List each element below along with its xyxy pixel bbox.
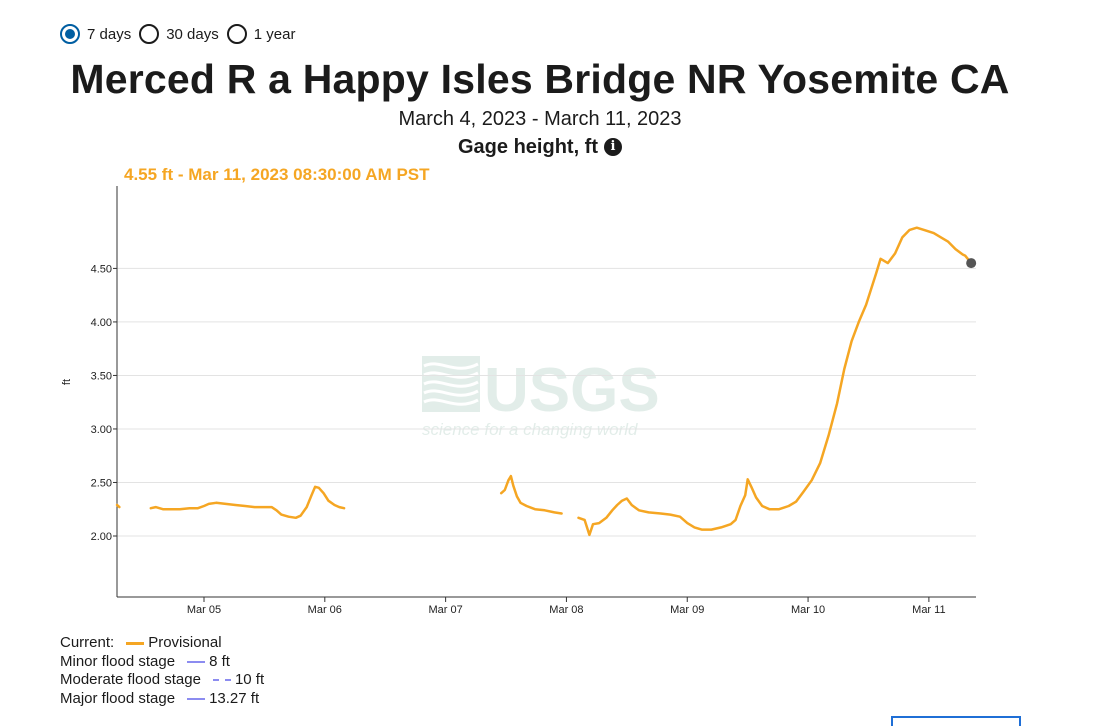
radio-1-year[interactable]: 1 year: [226, 24, 296, 44]
legend-moderate-flood-row: Moderate flood stage 10 ft: [60, 671, 264, 690]
usgs-watermark-text: USGS: [484, 356, 660, 425]
provisional-swatch-icon: [126, 641, 145, 645]
focus-outline: [891, 716, 1021, 726]
usgs-wave-icon: [423, 389, 479, 397]
hover-tooltip: 4.55 ft - Mar 11, 2023 08:30:00 AM PST: [124, 165, 430, 184]
legend-current-row: Current: Provisional: [60, 634, 264, 653]
x-tick-label: Mar 11: [912, 604, 945, 616]
y-tick-label: 2.00: [91, 531, 112, 543]
parameter-label: Gage height, ft: [458, 136, 598, 158]
radio-30-days[interactable]: 30 days: [139, 24, 219, 44]
radio-empty-icon[interactable]: [226, 24, 247, 44]
series-line-provisional: [499, 474, 563, 515]
x-tick-label: Mar 05: [187, 604, 221, 616]
radio-label-7-days: 7 days: [87, 25, 132, 43]
series-line-provisional: [149, 485, 346, 520]
legend-major-label: Major flood stage: [60, 689, 176, 707]
legend-major-value: 13.27 ft: [209, 689, 260, 707]
legend-moderate-value: 10 ft: [234, 671, 265, 689]
legend-minor-label: Minor flood stage: [60, 652, 176, 670]
info-icon[interactable]: i: [604, 138, 622, 156]
legend-minor-value: 8 ft: [209, 652, 230, 670]
series-line-provisional: [115, 503, 121, 509]
legend-provisional-label: Provisional: [148, 634, 222, 651]
y-tick-label: 3.50: [91, 370, 112, 382]
legend: Current: Provisional Minor flood stage 8…: [60, 634, 264, 708]
legend-moderate-label: Moderate flood stage: [60, 671, 201, 689]
usgs-watermark-tagline: science for a changing world: [422, 420, 638, 439]
x-tick-label: Mar 09: [670, 604, 704, 616]
usgs-wave-icon: [423, 362, 479, 370]
radio-selected-icon[interactable]: [60, 24, 80, 44]
usgs-logo-icon: [422, 356, 480, 412]
flood-line-swatch-icon: [187, 698, 206, 701]
y-tick-label: 4.50: [91, 263, 112, 275]
usgs-wave-icon: [423, 398, 479, 406]
legend-minor-flood-row: Minor flood stage 8 ft: [60, 653, 264, 672]
period-selector: 7 days 30 days 1 year: [60, 24, 303, 44]
y-tick-label: 2.50: [91, 477, 112, 489]
x-tick-label: Mar 06: [308, 604, 342, 616]
usgs-wave-icon: [423, 380, 479, 388]
date-range: March 4, 2023 - March 11, 2023: [398, 108, 682, 130]
legend-major-flood-row: Major flood stage 13.27 ft: [60, 690, 264, 709]
y-tick-label: 3.00: [91, 424, 112, 436]
radio-empty-icon[interactable]: [139, 24, 160, 44]
parameter-heading: Gage height, ft i: [0, 136, 1080, 159]
radio-7-days[interactable]: 7 days: [60, 24, 131, 44]
x-tick-label: Mar 07: [428, 604, 462, 616]
series-line-provisional: [577, 226, 973, 537]
x-tick-label: Mar 10: [791, 604, 825, 616]
radio-label-1-year: 1 year: [253, 25, 296, 43]
flood-dash-swatch-icon: [212, 679, 231, 682]
legend-current-label: Current:: [60, 634, 115, 651]
radio-label-30-days: 30 days: [166, 25, 219, 43]
flood-line-swatch-icon: [187, 660, 206, 663]
current-value-marker: [966, 258, 977, 269]
x-tick-label: Mar 08: [549, 604, 583, 616]
y-axis-label: ft: [61, 379, 73, 385]
chart-title: Merced R a Happy Isles Bridge NR Yosemit…: [70, 56, 1010, 102]
y-tick-label: 4.00: [91, 317, 112, 329]
